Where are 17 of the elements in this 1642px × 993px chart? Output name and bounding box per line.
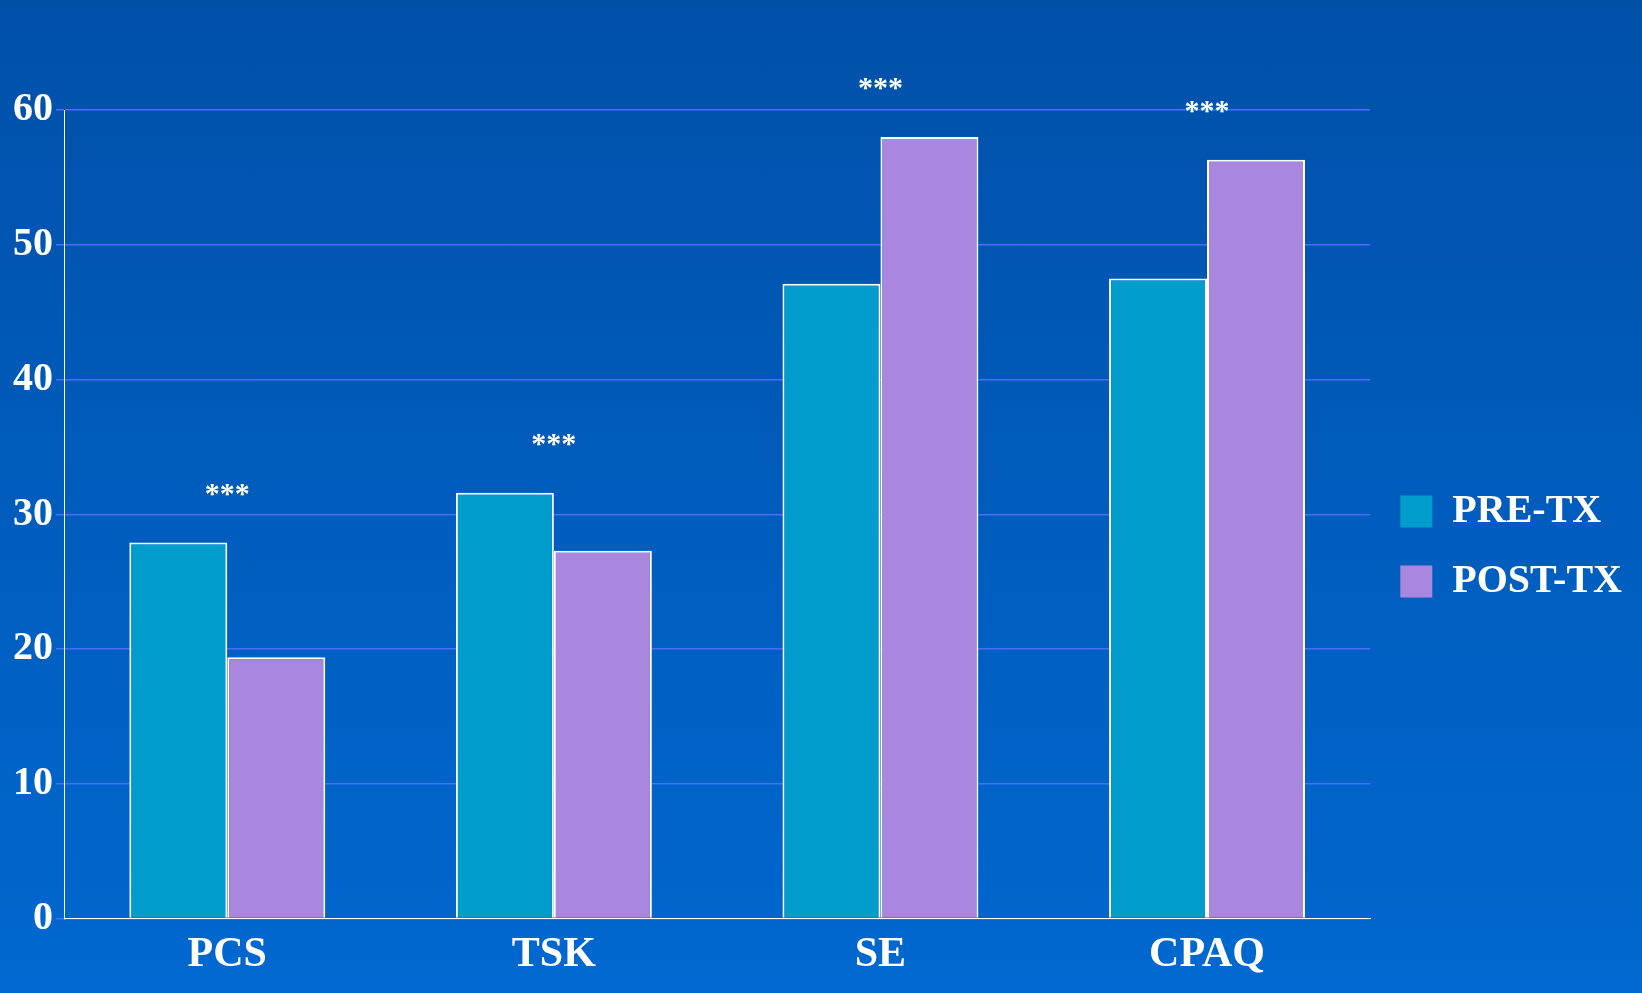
y-tick-label: 50 [13, 219, 53, 265]
y-tick-label: 30 [13, 488, 53, 534]
y-tick-label: 10 [13, 758, 53, 804]
y-tick-label: 20 [13, 623, 53, 669]
annotation: *** [204, 475, 250, 509]
text: *** [857, 69, 903, 103]
x-tick-label: SE [854, 928, 907, 975]
annotation: *** [1184, 92, 1230, 126]
legend-label: PRE-TX [1452, 485, 1602, 531]
y-tick-label: 60 [13, 84, 53, 130]
y-tick-label: 40 [13, 353, 53, 399]
annotation: *** [531, 425, 577, 459]
y-tick-label: 0 [33, 892, 53, 938]
legend-label: POST-TX [1452, 555, 1623, 601]
x-tick-label: PCS [187, 928, 267, 975]
x-tick-label: TSK [511, 928, 597, 975]
x-tick-label: CPAQ [1149, 928, 1265, 975]
